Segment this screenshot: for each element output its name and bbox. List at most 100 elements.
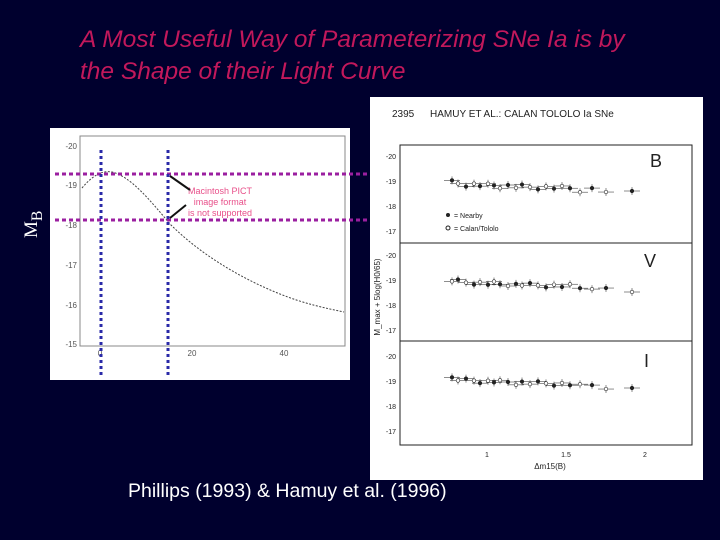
data-point <box>535 187 541 192</box>
panel-B-tick-3: -17 <box>386 229 396 236</box>
data-point <box>449 375 455 380</box>
data-point <box>629 385 635 391</box>
pict-line-2: image format <box>194 197 247 207</box>
data-point <box>551 383 557 388</box>
data-point <box>455 277 461 282</box>
left-xtick-0: 0 <box>98 349 103 358</box>
data-point <box>535 379 541 384</box>
data-point <box>463 280 469 285</box>
data-point <box>589 382 595 388</box>
panel-V-tick-0: -20 <box>386 253 396 260</box>
data-point <box>527 185 533 190</box>
y-axis-label: MB <box>21 211 47 238</box>
data-point <box>543 184 549 189</box>
right-xtick-1: 1.5 <box>561 452 571 459</box>
data-point <box>491 183 497 188</box>
data-point <box>505 182 511 188</box>
data-point <box>471 181 477 186</box>
y-axis-label-sub: B <box>28 210 46 222</box>
slide-title: A Most Useful Way of Parameterizing SNe … <box>80 24 710 88</box>
data-point <box>471 378 477 383</box>
data-point <box>505 379 511 385</box>
data-point <box>497 186 503 191</box>
left-ytick-1: -19 <box>65 181 77 190</box>
data-point <box>589 286 595 292</box>
data-point <box>477 381 483 386</box>
panel-I-tick-0: -20 <box>386 354 396 361</box>
figure-header: HAMUY ET AL.: CALAN TOLOLO Ia SNe <box>430 109 614 120</box>
data-point <box>543 285 549 290</box>
data-point <box>497 282 503 287</box>
data-point <box>519 283 525 288</box>
data-point <box>455 378 461 383</box>
data-point <box>535 283 541 288</box>
data-point <box>559 380 565 386</box>
data-point <box>629 188 635 194</box>
figure-page-number: 2395 <box>392 109 415 120</box>
data-point <box>485 282 491 287</box>
panel-I-band: I <box>644 351 649 371</box>
y-axis-label-main: M <box>21 221 42 238</box>
data-point <box>629 289 635 295</box>
left-ytick-4: -16 <box>65 301 77 310</box>
data-point <box>559 284 565 290</box>
left-ytick-2: -18 <box>65 221 77 230</box>
data-point <box>577 286 583 291</box>
right-xtick-0: 1 <box>485 452 489 459</box>
panel-V-tick-2: -18 <box>386 303 396 310</box>
legend-nearby: = Nearby <box>454 213 483 220</box>
data-point <box>577 382 583 387</box>
data-point <box>513 185 519 190</box>
data-point <box>513 382 519 387</box>
data-point <box>491 279 497 284</box>
data-point <box>527 281 533 286</box>
right-y-axis-label: M_max + 5log(H0/65) <box>373 258 382 335</box>
data-point <box>603 189 609 195</box>
pict-line-3: is not supported <box>188 208 252 218</box>
data-point <box>497 378 503 383</box>
panel-I-tick-2: -18 <box>386 404 396 411</box>
data-point <box>543 381 549 386</box>
right-xtick-2: 2 <box>643 452 647 459</box>
panel-V-tick-3: -17 <box>386 328 396 335</box>
data-point <box>485 378 491 383</box>
title-line-2: the Shape of their Light Curve <box>80 58 406 85</box>
data-point <box>589 185 595 191</box>
data-point <box>513 281 519 286</box>
data-point <box>505 283 511 289</box>
panel-B-tick-0: -20 <box>386 154 396 161</box>
left-xtick-1: 20 <box>188 349 197 358</box>
data-point <box>603 386 609 392</box>
data-point <box>567 282 573 287</box>
data-point <box>463 376 469 381</box>
right-x-axis-label: Δm15(B) <box>534 462 566 471</box>
left-ytick-5: -15 <box>65 340 77 349</box>
data-point <box>519 182 525 187</box>
data-point <box>577 190 583 195</box>
light-curve-plot: -20 -19 -18 -17 -16 -15 0 20 40 Macintos… <box>50 128 350 380</box>
data-point <box>551 186 557 191</box>
hamuy-figure: 2395 HAMUY ET AL.: CALAN TOLOLO Ia SNe -… <box>370 97 703 480</box>
panel-I: -20 -19 -18 -17 I <box>386 340 693 446</box>
panel-B-tick-1: -19 <box>386 179 396 186</box>
data-point <box>491 380 497 385</box>
data-point <box>559 183 565 189</box>
data-point <box>449 279 455 284</box>
data-point <box>471 282 477 287</box>
left-xtick-2: 40 <box>280 349 289 358</box>
caption: Phillips (1993) & Hamuy et al. (1996) <box>128 480 447 502</box>
data-point <box>527 382 533 387</box>
data-point <box>603 285 609 291</box>
scatter-layer <box>444 176 640 394</box>
panel-B-tick-2: -18 <box>386 204 396 211</box>
data-point <box>463 184 469 189</box>
data-point <box>567 383 573 388</box>
data-point <box>449 178 455 183</box>
pict-line-1: Macintosh PICT <box>188 186 253 196</box>
data-point <box>477 280 483 285</box>
legend-calan-tololo: = Calan/Tololo <box>454 226 499 233</box>
data-point <box>551 282 557 287</box>
data-point <box>485 181 491 186</box>
data-point <box>567 186 573 191</box>
panel-V-tick-1: -19 <box>386 278 396 285</box>
